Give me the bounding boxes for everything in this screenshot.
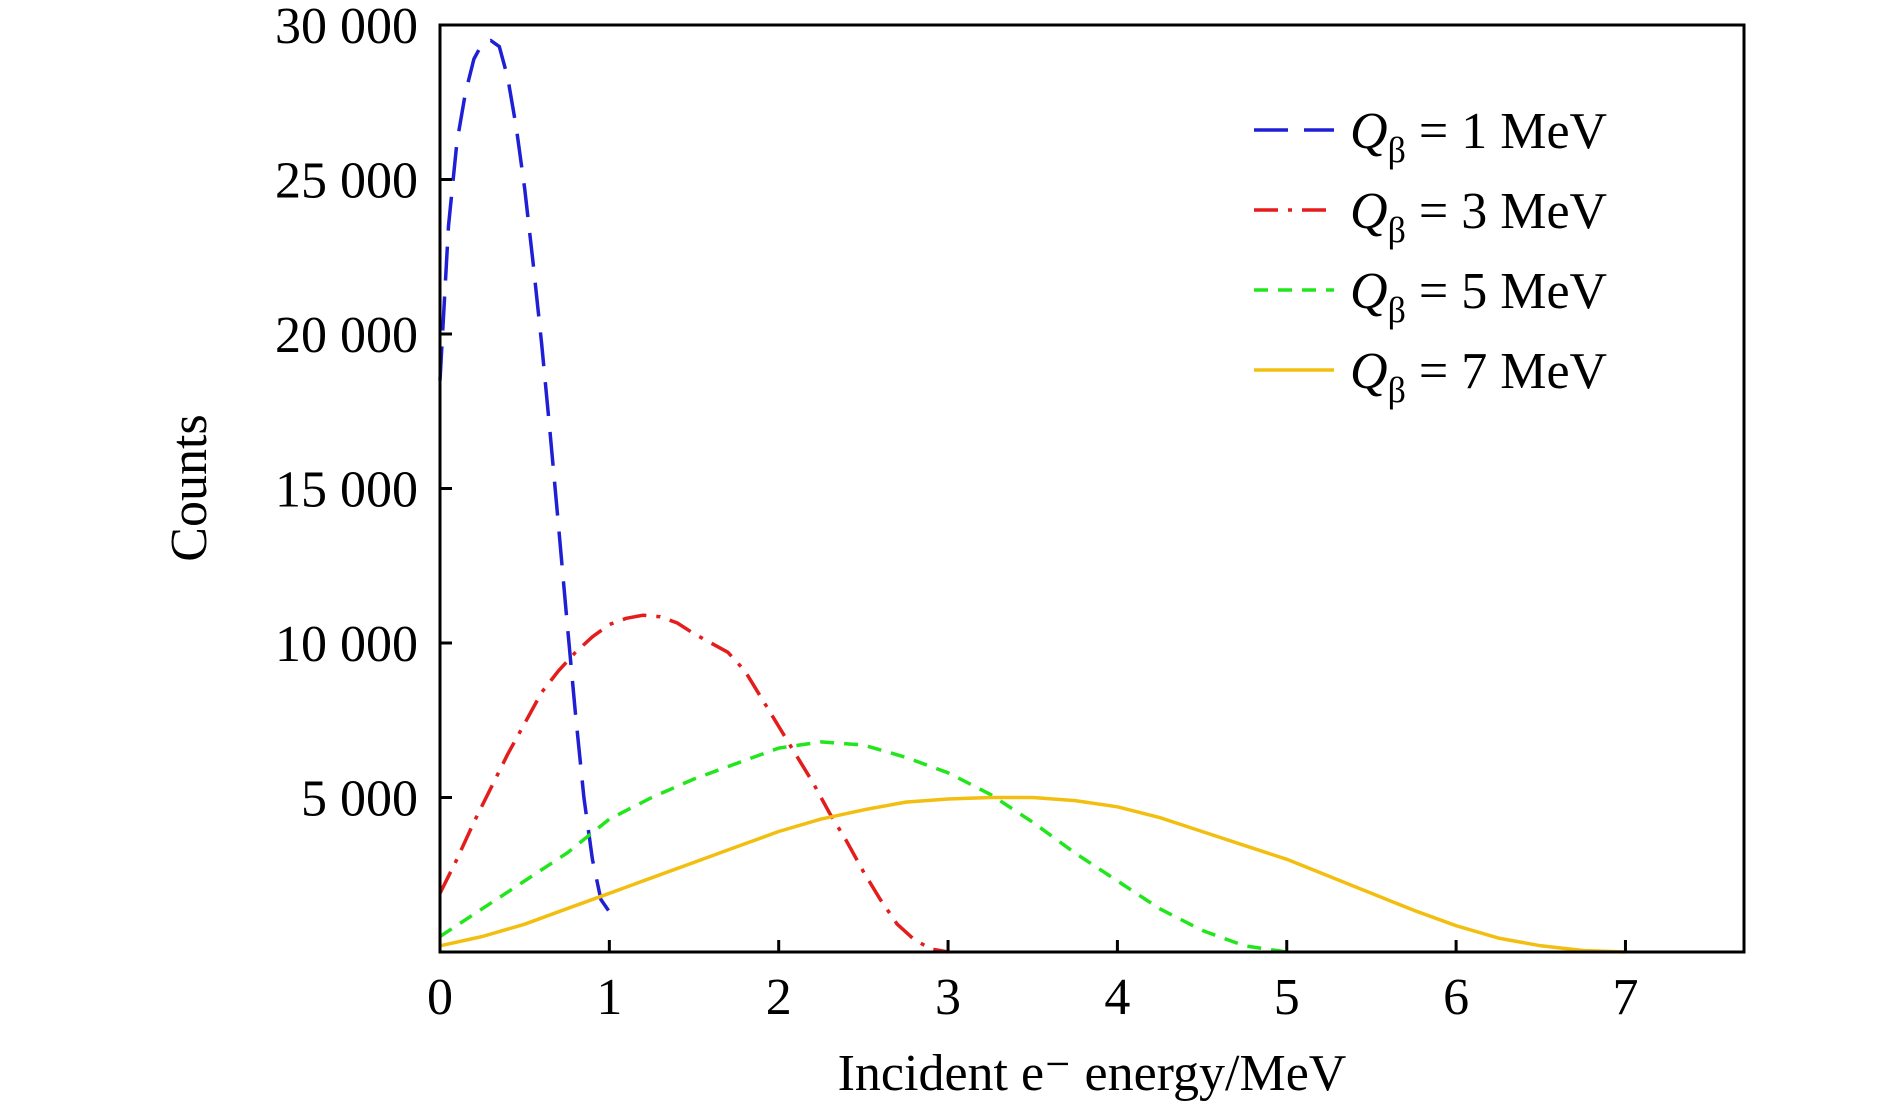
series-line-2 xyxy=(438,613,949,954)
legend-label-4: Qβ = 7 MeV xyxy=(1350,343,1607,410)
x-tick-label: 6 xyxy=(1443,969,1469,1026)
y-tick-label: 30 000 xyxy=(275,0,418,55)
series-line-3 xyxy=(439,740,1288,954)
legend-label-2: Qβ = 3 MeV xyxy=(1350,183,1607,250)
y-axis-title: Counts xyxy=(161,414,218,561)
y-tick-label: 5 000 xyxy=(301,771,418,828)
y-tick-label: 25 000 xyxy=(275,153,418,210)
series-layer xyxy=(438,38,1626,954)
legend-label-1: Qβ = 1 MeV xyxy=(1350,103,1607,170)
x-tick-label: 3 xyxy=(935,969,961,1026)
x-axis: 0 1 2 3 4 5 6 7 xyxy=(427,940,1638,1026)
x-tick-label: 7 xyxy=(1612,969,1638,1026)
y-axis: 5 000 10 000 15 000 20 000 25 000 30 000 xyxy=(275,0,452,828)
x-tick-label: 1 xyxy=(596,969,622,1026)
x-axis-title: Incident e⁻ energy/MeV xyxy=(838,1045,1347,1102)
y-tick-label: 20 000 xyxy=(275,307,418,364)
series-line-1 xyxy=(438,38,611,913)
x-tick-label: 2 xyxy=(766,969,792,1026)
y-tick-label: 10 000 xyxy=(275,616,418,673)
x-tick-label: 5 xyxy=(1274,969,1300,1026)
legend-label-3: Qβ = 5 MeV xyxy=(1350,263,1607,330)
series-line-4 xyxy=(439,795,1626,954)
plot-frame xyxy=(438,23,1746,954)
y-tick-label: 15 000 xyxy=(275,462,418,519)
legend: Qβ = 1 MeV Qβ = 3 MeV Qβ = 5 MeV Qβ = 7 MeV xyxy=(1254,103,1607,410)
x-tick-label: 0 xyxy=(427,969,453,1026)
x-tick-label: 4 xyxy=(1104,969,1130,1026)
